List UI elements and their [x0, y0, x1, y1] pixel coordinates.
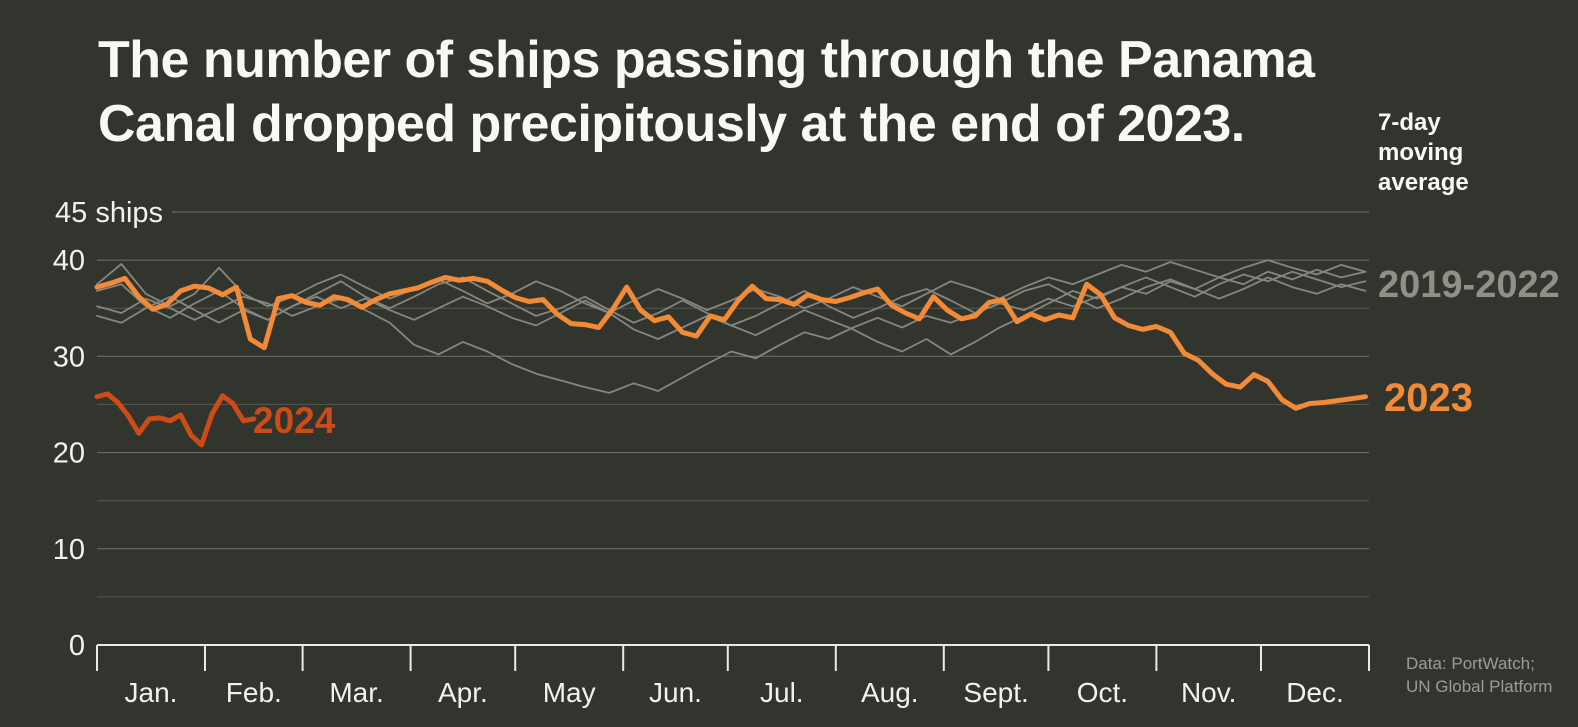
series-label-2024: 2024 [253, 400, 336, 441]
month-label-dec: Dec. [1286, 677, 1344, 708]
data-source-line1: Data: PortWatch; [1406, 654, 1535, 673]
series-line-2021 [96, 270, 1367, 356]
month-label-sept: Sept. [963, 677, 1028, 708]
y-tick-label-10: 10 [53, 534, 85, 566]
series-line-2024 [94, 391, 257, 448]
x-axis: Jan. Feb. Mar. Apr. May Jun. Jul. Aug. Sept. Oct.… [96, 644, 1370, 708]
month-label-aug: Aug. [861, 677, 919, 708]
chart-title-line1: The number of ships passing through the … [98, 31, 1315, 89]
month-label-jun: Jun. [649, 677, 702, 708]
month-label-apr: Apr. [438, 677, 488, 708]
chart-title: The number of ships passing through the … [98, 28, 1315, 156]
series-lines [94, 259, 1368, 448]
y-tick-label-20: 20 [53, 438, 85, 470]
y-axis-labels: 45 ships 40 30 20 10 0 [53, 197, 163, 662]
y-tick-label-45: 45 ships [55, 197, 163, 229]
y-tick-label-40: 40 [53, 245, 85, 277]
series-line-2023 [94, 274, 1368, 411]
series-label-2023: 2023 [1384, 376, 1473, 420]
y-tick-label-0: 0 [69, 630, 85, 662]
data-source-credit: Data: PortWatch; UN Global Platform [1406, 652, 1552, 698]
month-label-jul: Jul. [760, 677, 804, 708]
month-label-nov: Nov. [1181, 677, 1237, 708]
y-tick-label-30: 30 [53, 341, 85, 373]
data-source-line2: UN Global Platform [1406, 677, 1553, 696]
series-line-2020 [96, 268, 1367, 394]
series-label-2019-2022: 2019-2022 [1378, 264, 1560, 306]
month-label-may: May [543, 677, 596, 708]
month-label-feb: Feb. [226, 677, 282, 708]
moving-average-note: 7-day moving average [1378, 109, 1469, 196]
chart-title-line2: Canal dropped precipitously at the end o… [98, 95, 1245, 153]
series-line-2022 [96, 259, 1367, 314]
month-label-oct: Oct. [1077, 677, 1128, 708]
month-label-mar: Mar. [329, 677, 383, 708]
month-label-jan: Jan. [125, 677, 178, 708]
